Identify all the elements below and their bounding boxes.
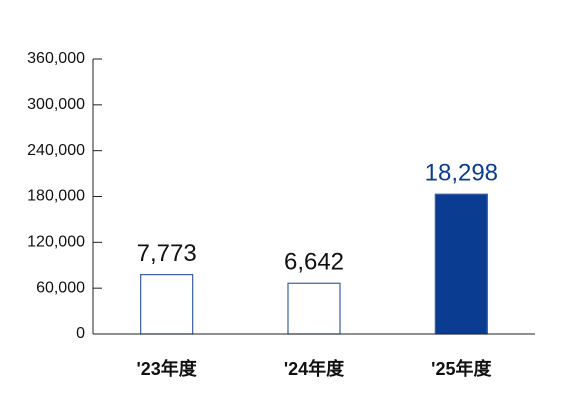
x-tick-label: '23年度 [137,358,198,379]
y-tick-label: 180,000 [27,188,85,205]
bar [287,282,341,335]
value-label: 7,773 [137,240,197,267]
y-tick-label: 60,000 [36,279,85,296]
y-tick-label: 300,000 [27,96,85,113]
y-tick-label: 240,000 [27,142,85,159]
bar [434,193,488,335]
bar [140,274,194,335]
y-tick-label: 0 [76,325,85,342]
value-label: 18,298 [425,160,498,187]
y-tick-label: 120,000 [27,234,85,251]
x-tick-label: '24年度 [284,358,345,379]
x-tick-label: '25年度 [431,358,492,379]
y-tick-label: 360,000 [27,50,85,67]
value-label: 6,642 [284,249,344,276]
